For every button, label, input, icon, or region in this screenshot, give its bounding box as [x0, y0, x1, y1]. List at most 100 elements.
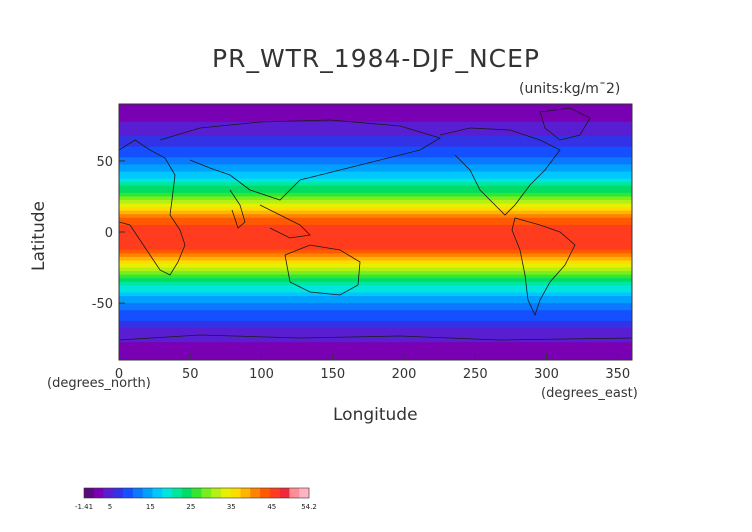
colorbar-tick-label: 45 — [267, 503, 276, 511]
heatmap-band — [119, 232, 632, 237]
heatmap-band — [119, 153, 632, 158]
colorbar: -1.41 5 15 25 35 45 54.2 — [75, 487, 317, 511]
heatmap-band — [119, 132, 632, 137]
heatmap-band — [119, 292, 632, 297]
heatmap-band — [119, 352, 632, 357]
colorbar-tick-label: 5 — [108, 503, 112, 511]
colorbar-swatch — [211, 488, 222, 498]
x-tick-label: 150 — [320, 367, 345, 382]
heatmap-band — [119, 264, 632, 269]
heatmap-band — [119, 324, 632, 329]
heatmap-band — [119, 214, 632, 219]
colorbar-tick-label: 25 — [186, 503, 195, 511]
colorbar-swatch — [103, 488, 114, 498]
colorbar-swatch — [181, 488, 192, 498]
units-label: (units:kg/m¯2) — [519, 81, 621, 97]
heatmap-band — [119, 278, 632, 283]
colorbar-swatch — [84, 488, 95, 498]
heatmap-band — [119, 175, 632, 180]
heatmap-band — [119, 203, 632, 208]
heatmap-band — [119, 178, 632, 183]
y-tick-label: -50 — [92, 297, 113, 312]
heatmap-band — [119, 271, 632, 276]
heatmap-band — [119, 150, 632, 155]
heatmap-field — [119, 104, 632, 360]
heatmap-band — [119, 128, 632, 133]
heatmap-band — [119, 146, 632, 151]
heatmap-band — [119, 246, 632, 251]
heatmap-band — [119, 157, 632, 162]
colorbar-swatch — [162, 488, 173, 498]
colorbar-swatch — [240, 488, 251, 498]
colorbar-swatch — [201, 488, 212, 498]
x-tick-label: 100 — [249, 367, 274, 382]
heatmap-band — [119, 217, 632, 222]
heatmap-band — [119, 335, 632, 340]
heatmap-band — [119, 235, 632, 240]
heatmap-band — [119, 200, 632, 205]
x-tick-label: 0 — [115, 367, 123, 382]
heatmap-band — [119, 143, 632, 148]
heatmap-band — [119, 171, 632, 176]
colorbar-swatch — [299, 488, 310, 498]
colorbar-swatch — [250, 488, 261, 498]
x-tick-label: 250 — [463, 367, 488, 382]
heatmap-band — [119, 136, 632, 141]
heatmap-band — [119, 192, 632, 197]
colorbar-tick-label: 35 — [227, 503, 236, 511]
x-tick-label: 200 — [392, 367, 417, 382]
heatmap-band — [119, 249, 632, 254]
heatmap-band — [119, 267, 632, 272]
x-axis-label: Longitude — [333, 405, 418, 425]
heatmap-band — [119, 239, 632, 244]
heatmap-band — [119, 224, 632, 229]
heatmap-band — [119, 221, 632, 226]
heatmap-band — [119, 228, 632, 233]
colorbar-tick-label: -1.41 — [75, 503, 93, 511]
heatmap-band — [119, 242, 632, 247]
heatmap-band — [119, 338, 632, 343]
heatmap-band — [119, 189, 632, 194]
y-tick-label: 50 — [96, 155, 113, 170]
heatmap-band — [119, 185, 632, 190]
y-tick-label: 0 — [105, 226, 113, 241]
colorbar-swatch — [230, 488, 241, 498]
heatmap-band — [119, 104, 632, 109]
heatmap-band — [119, 299, 632, 304]
x-tick-label: 300 — [534, 367, 559, 382]
heatmap-band — [119, 306, 632, 311]
heatmap-band — [119, 164, 632, 169]
heatmap-band — [119, 303, 632, 308]
heatmap-band — [119, 182, 632, 187]
heatmap-band — [119, 210, 632, 215]
heatmap-band — [119, 285, 632, 290]
colorbar-swatch — [279, 488, 290, 498]
colorbar-swatch — [289, 488, 300, 498]
colorbar-swatch — [93, 488, 104, 498]
x-tick-label: 50 — [182, 367, 199, 382]
heatmap-band — [119, 111, 632, 116]
heatmap-band — [119, 281, 632, 286]
colorbar-swatch — [191, 488, 202, 498]
heatmap-band — [119, 317, 632, 322]
heatmap-band — [119, 253, 632, 258]
heatmap-band — [119, 139, 632, 144]
heatmap-band — [119, 313, 632, 318]
colorbar-frame — [83, 487, 310, 499]
heatmap-band — [119, 207, 632, 212]
heatmap-band — [119, 160, 632, 165]
colorbar-swatch — [260, 488, 271, 498]
colorbar-swatch — [123, 488, 134, 498]
heatmap-band — [119, 349, 632, 354]
heatmap-band — [119, 345, 632, 350]
heatmap-band — [119, 125, 632, 130]
heatmap-band — [119, 260, 632, 265]
x-tick-label: 350 — [605, 367, 630, 382]
heatmap-band — [119, 288, 632, 293]
colorbar-swatch — [132, 488, 143, 498]
x-axis-ticks: 0 50 100 150 200 250 300 350 — [115, 354, 630, 382]
colorbar-tick-label: 15 — [146, 503, 155, 511]
heatmap-band — [119, 328, 632, 333]
heatmap-band — [119, 310, 632, 315]
